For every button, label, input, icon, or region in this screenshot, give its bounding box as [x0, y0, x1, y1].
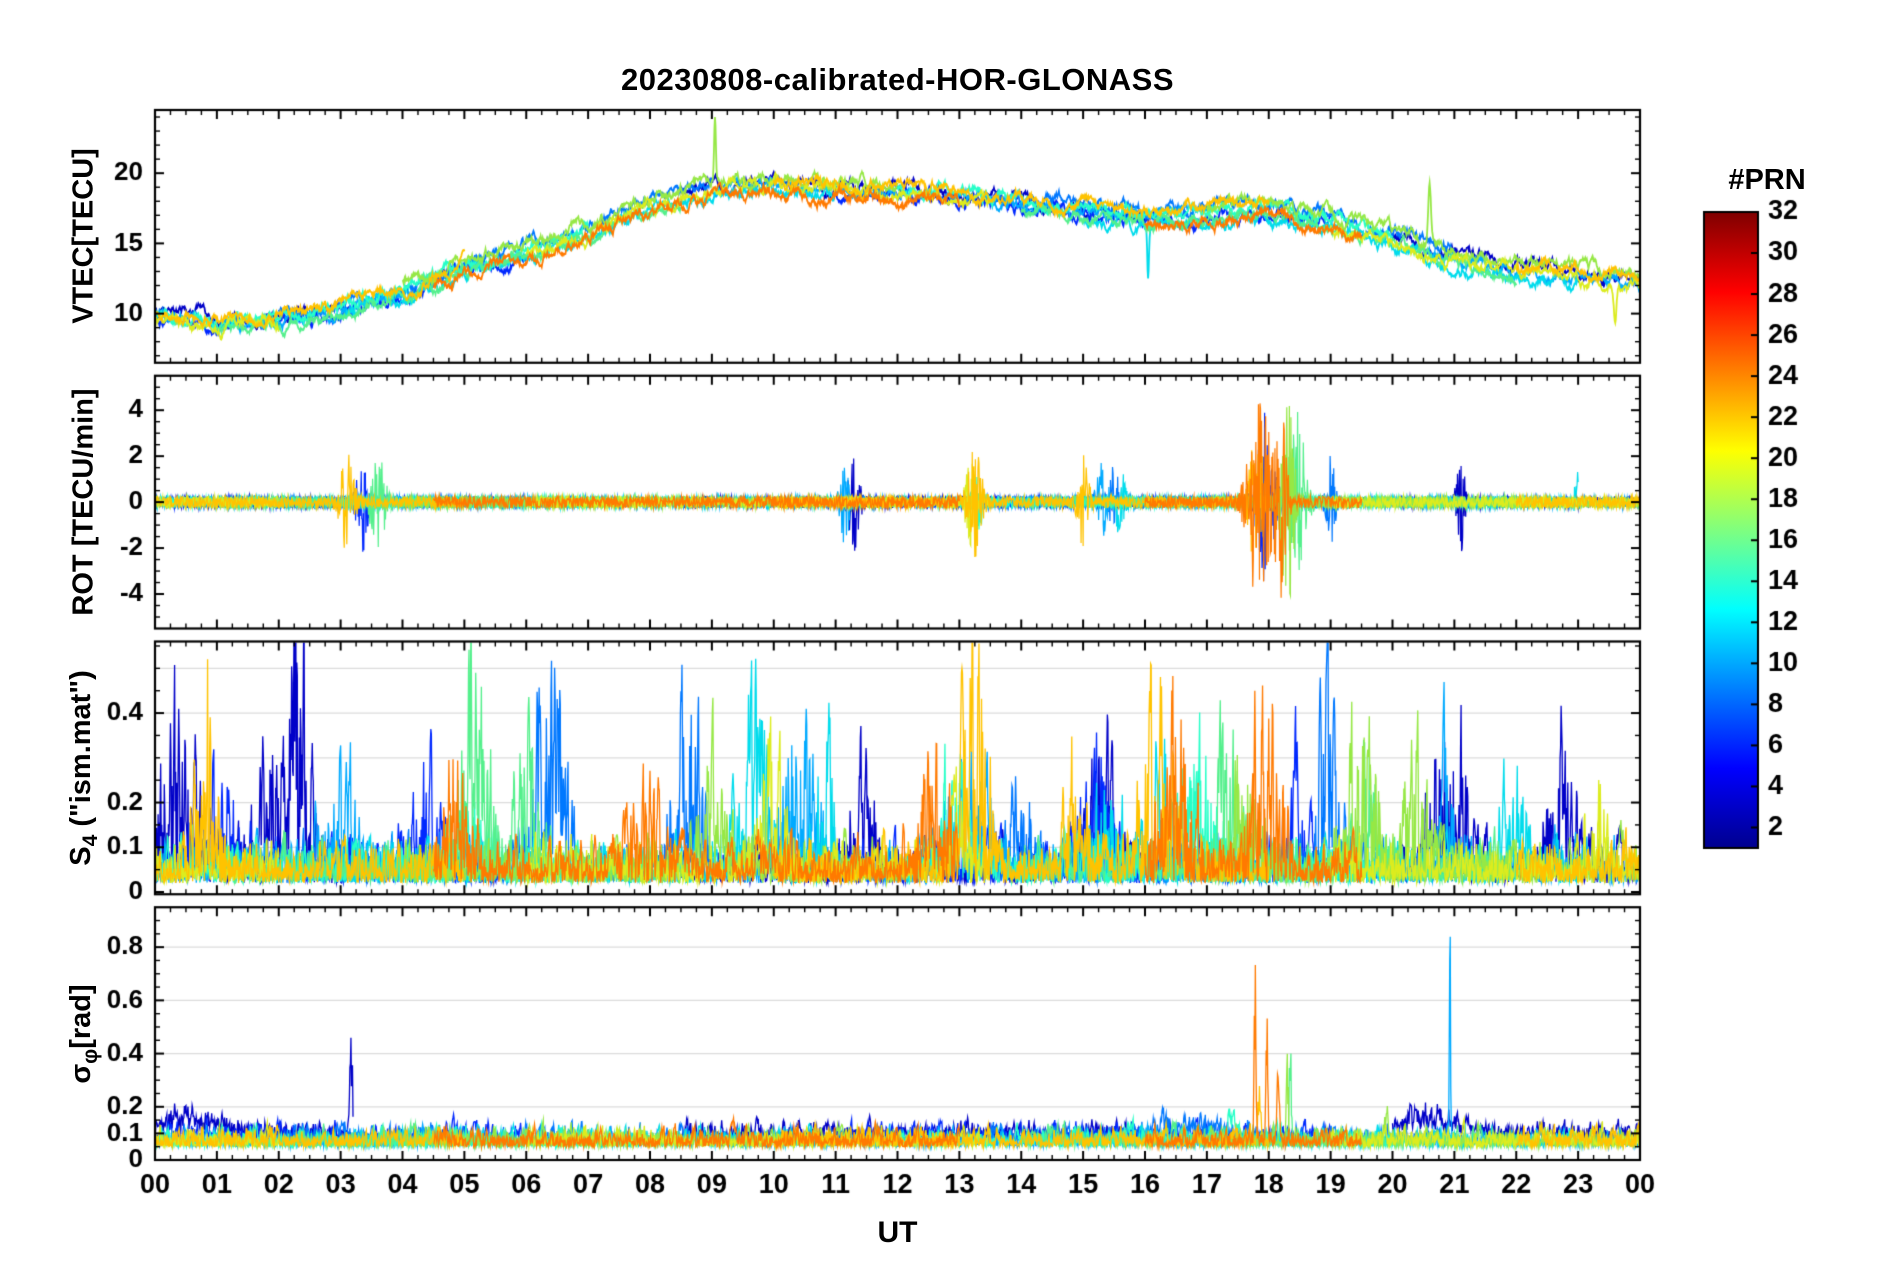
- ylabel-rot: ROT [TECU/min]: [67, 388, 100, 616]
- ylabel-s4: S4 ("ism.mat"): [65, 670, 102, 866]
- ylabel-sigma: σφ[rad]: [65, 983, 102, 1084]
- colorbar-title: #PRN: [1728, 164, 1806, 196]
- ylabel-vtec: VTEC[TECU]: [67, 148, 100, 325]
- chart-title: 20230808-calibrated-HOR-GLONASS: [620, 62, 1175, 97]
- x-axis-label: UT: [877, 1216, 918, 1249]
